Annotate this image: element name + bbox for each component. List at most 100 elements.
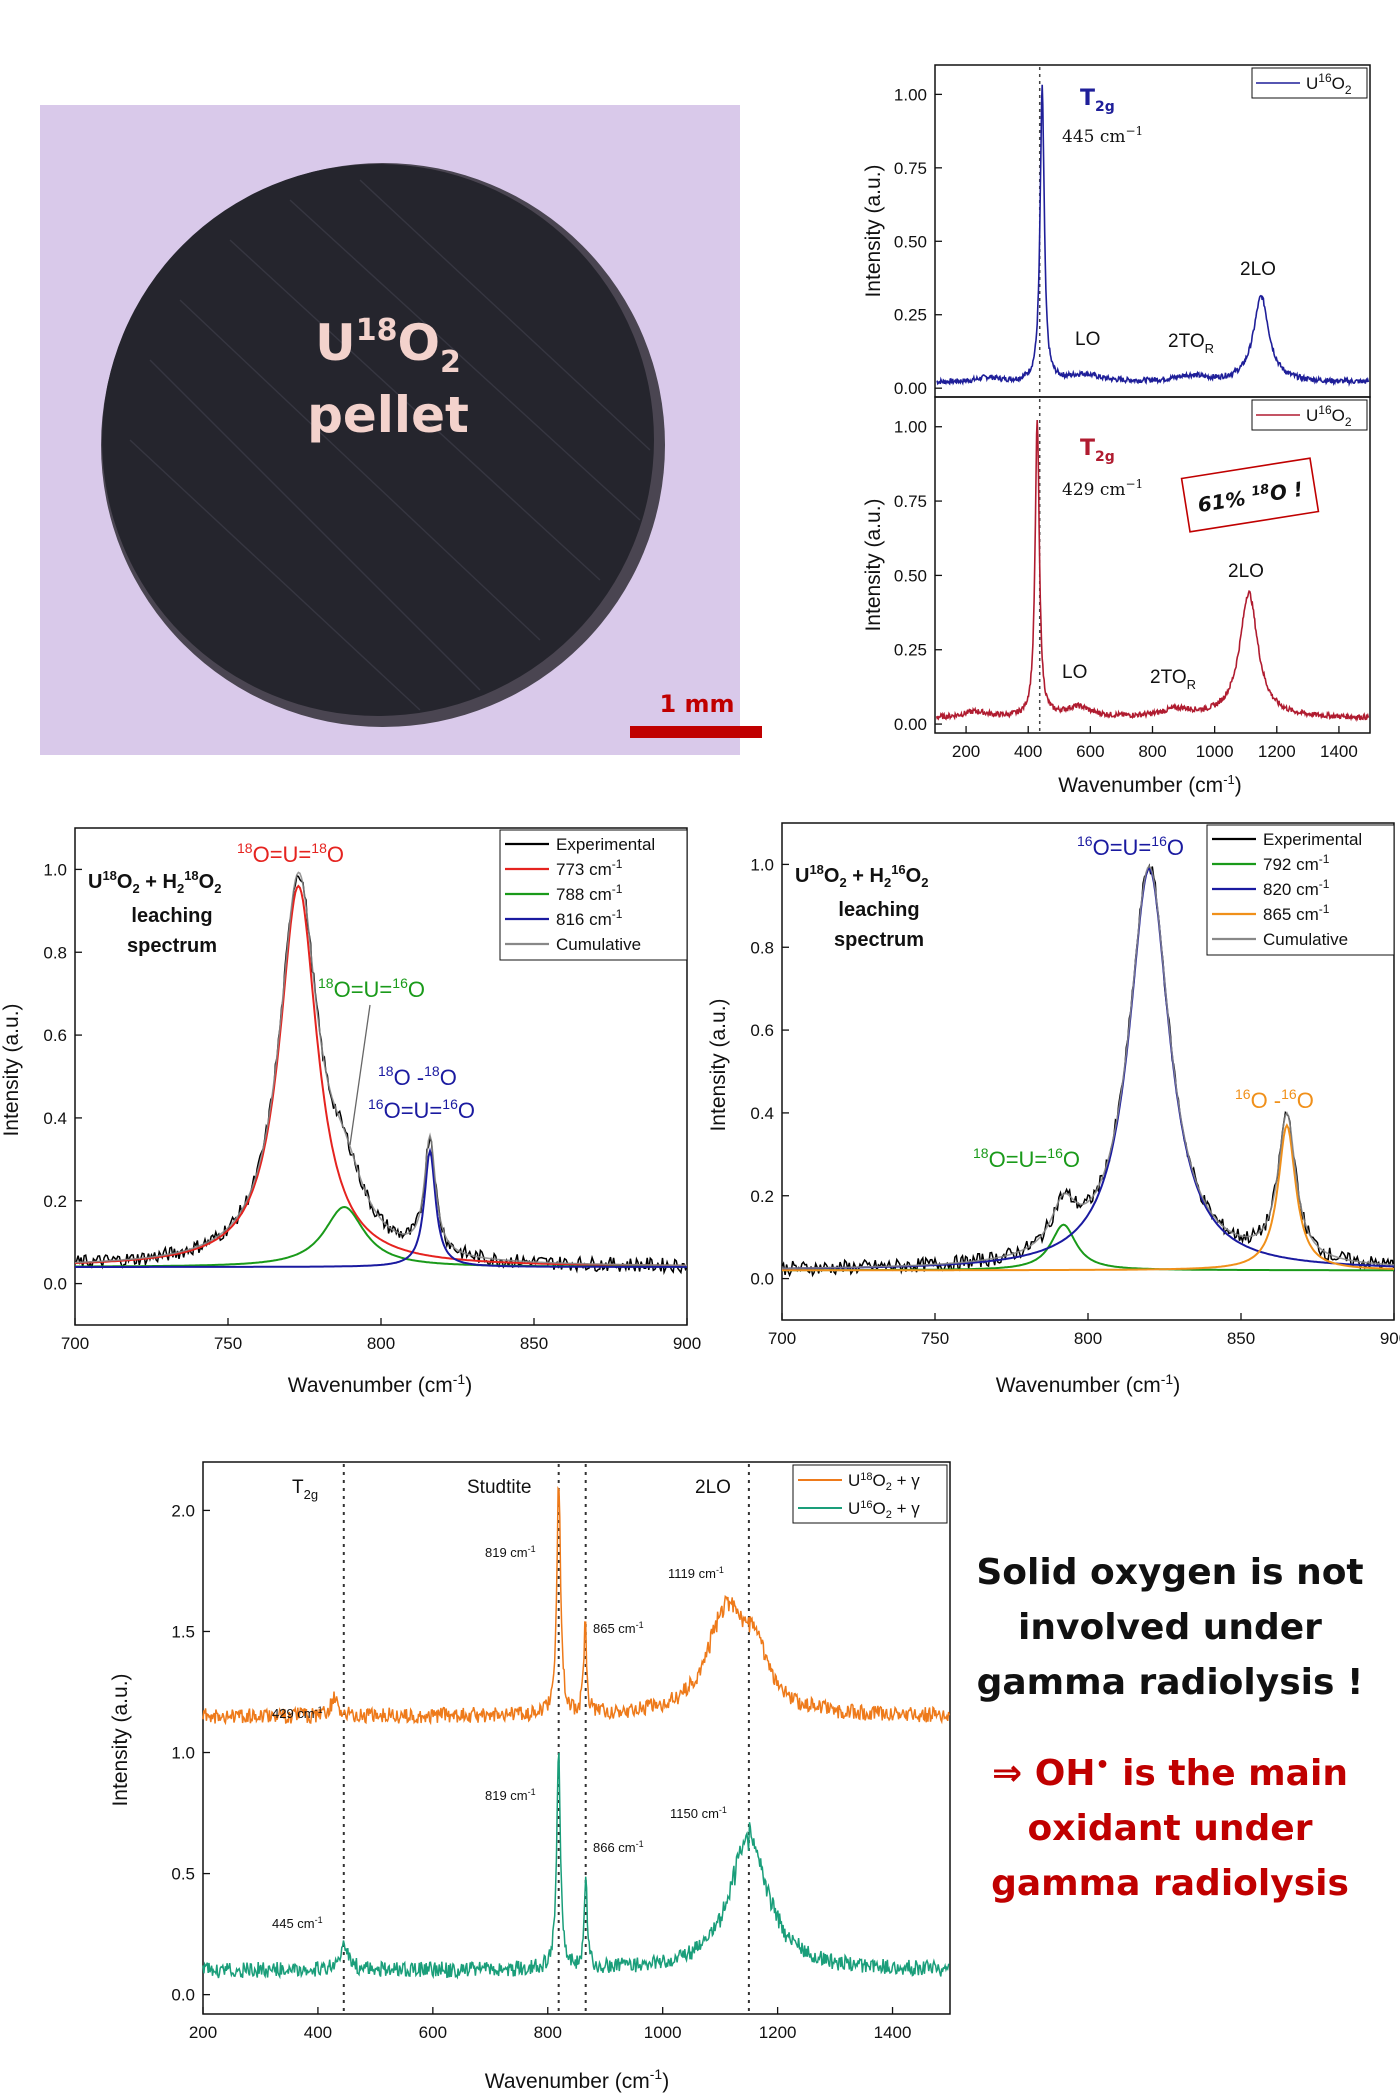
p2t: 865 cm [593,1621,636,1636]
legend-raman2-box [1251,399,1368,431]
t2g-label-1: T2g [1080,86,1115,115]
raman2-xtick-label-0: 200 [952,742,980,761]
t2g-pos-1-text: 445 cm [1062,127,1126,147]
raman2-xlabel-sup: -1 [1223,772,1235,787]
l16-legend-label-1: 792 cm-1 [1263,852,1330,874]
l18-xtick-label-2: 800 [367,1334,395,1353]
conclusion-red-line-1: ⇒ OH• is the main [960,1738,1380,1801]
l16-xtick-label-0: 700 [768,1329,796,1348]
a4-s: 16 [368,1096,384,1112]
p6s: -1 [636,1839,644,1849]
pellet-label-line2: pellet [307,386,469,444]
scalebar-label: 1 mm [659,690,734,718]
two-to-label-1: 2TOR [1168,331,1214,356]
legend-raman2-sup: 16 [1318,403,1332,417]
l16-series-component-2 [782,1123,1395,1272]
l16-series-cumulative [782,865,1395,1270]
p5s: -1 [528,1787,536,1797]
pellet-label-o: O [397,314,440,372]
l16t-plus: + H [847,865,884,887]
raman2-ytick-label-2: 0.50 [894,566,927,585]
l16-legend-label-4: Cumulative [1263,930,1348,949]
a1-ou: O=U= [253,842,312,867]
raman2-ylabel: Intensity (a.u.) [862,498,885,631]
leach18-ylabel: Intensity (a.u.) [0,1003,23,1136]
gamma-ytick-label-0: 0.0 [171,1986,195,2005]
l18t-sub2: 2 [177,881,184,896]
gamma-peak-819b: 819 cm-1 [485,1787,536,1803]
gamma-t2g-label: T2g [292,1477,318,1502]
pellet-disc [102,164,654,716]
two-to-1-main: 2TO [1168,331,1205,352]
l18-legend-label-1: 773 cm-1 [556,857,623,879]
leach18-annot-18u18: 18O=U=18O [237,840,344,867]
l16-xtick-label-1: 750 [921,1329,949,1348]
raman1-ytick-label-2: 0.50 [894,232,927,251]
l18-legend-label-sup-2: -1 [612,882,623,896]
gl1-g: + γ [892,1471,920,1490]
leach18-y-ticks: 0.0 0.2 0.4 0.6 0.8 1.0 [43,860,82,1294]
pellet-label-u: U [315,314,356,372]
legend-raman1-o: O [1332,74,1345,93]
l16-legend-label-sup-3: -1 [1319,902,1330,916]
l18t-u: U [88,871,102,893]
l16-legend-label-sup-1: -1 [1319,852,1330,866]
gamma-frame [202,1461,951,2015]
gamma-peak-1150: 1150 cm-1 [670,1805,727,1821]
gamma-peak-866: 866 cm-1 [593,1839,644,1855]
pellet-scratches [129,179,651,711]
legend-raman2-o: O [1332,406,1345,425]
raman1-ytick-label-3: 0.75 [894,159,927,178]
raman2-x-ticks: 200 400 600 800 1000 1200 1400 [952,726,1358,761]
gamma-series [202,1485,951,1980]
chart-leach-18: 0.0 0.2 0.4 0.6 0.8 1.0 700 750 800 850 900 Inten… [0,827,701,1397]
a2-s: 18 [318,975,334,991]
pellet-photo: U18O2 pellet 1 mm [40,105,762,755]
gamma-legend-text-2: U16O2 + γ [848,1499,920,1521]
l18t-o2: O [199,871,215,893]
raman2-xtick-label-6: 1400 [1320,742,1358,761]
l18-legend-label-4: Cumulative [556,935,641,954]
raman2-ytick-label-4: 1.00 [894,418,927,437]
p8t: 445 cm [272,1916,315,1931]
conclusion-red-line-3: gamma radiolysis [991,1863,1349,1904]
two-to-1-sub: R [1205,341,1214,356]
gamma-y-ticks: 0.0 0.5 1.0 1.5 2.0 [171,1501,210,2005]
raman1-series-line [936,84,1370,387]
l16-legend-label-2: 820 cm-1 [1263,877,1330,899]
chart-leach-16: 0.0 0.2 0.4 0.6 0.8 1.0 700 750 800 850 900 Inten… [707,822,1400,1397]
l18-legend-label-sup-1: -1 [612,857,623,871]
gamma-xtick-label-6: 1400 [874,2023,912,2042]
leach18-annot-leader [349,1004,371,1146]
chart-raman-u18o2: 0.00 0.25 0.50 0.75 1.00 200 400 600 800 1000 120… [862,396,1371,797]
badge-tail: O ! [1268,477,1304,506]
raman2-xtick-label-5: 1200 [1258,742,1296,761]
t2g-label-1-sub: 2g [1095,99,1115,115]
gl2-g: + γ [892,1499,920,1518]
l18-legend-label-0: Experimental [556,835,655,854]
l18t-sub: 2 [132,881,139,896]
a2-o: O [408,977,425,1002]
gamma-xtick-label-0: 200 [189,2023,217,2042]
p4s: -1 [315,1705,323,1715]
l18-ytick-label-1: 0.2 [43,1192,67,1211]
gamma-peak-1119: 1119 cm-1 [668,1565,724,1581]
conclusion-line-2: involved under [1018,1607,1322,1648]
leach16-ylabel: Intensity (a.u.) [707,998,730,1131]
gl1-s: 18 [860,1471,872,1483]
l18-series-component-2 [75,1147,687,1268]
two-to-label-2: 2TOR [1150,667,1196,692]
l18-series-cumulative [74,871,687,1267]
gl2-s: 16 [860,1499,872,1511]
b3-o: O [1297,1088,1314,1113]
l18t-sub3: 2 [214,881,221,896]
badge-sup: 18 [1250,482,1270,500]
gl1-o: O [873,1471,886,1490]
raman2-xlabel: Wavenumber (cm-1) [1058,772,1242,797]
scalebar [630,726,762,738]
raman2-xtick-label-4: 1000 [1196,742,1234,761]
two-to-2-main: 2TO [1150,667,1187,688]
l18-ytick-label-5: 1.0 [43,860,67,879]
cr1-dot: • [1095,1753,1110,1778]
gl2-sub: 2 [886,1509,892,1521]
